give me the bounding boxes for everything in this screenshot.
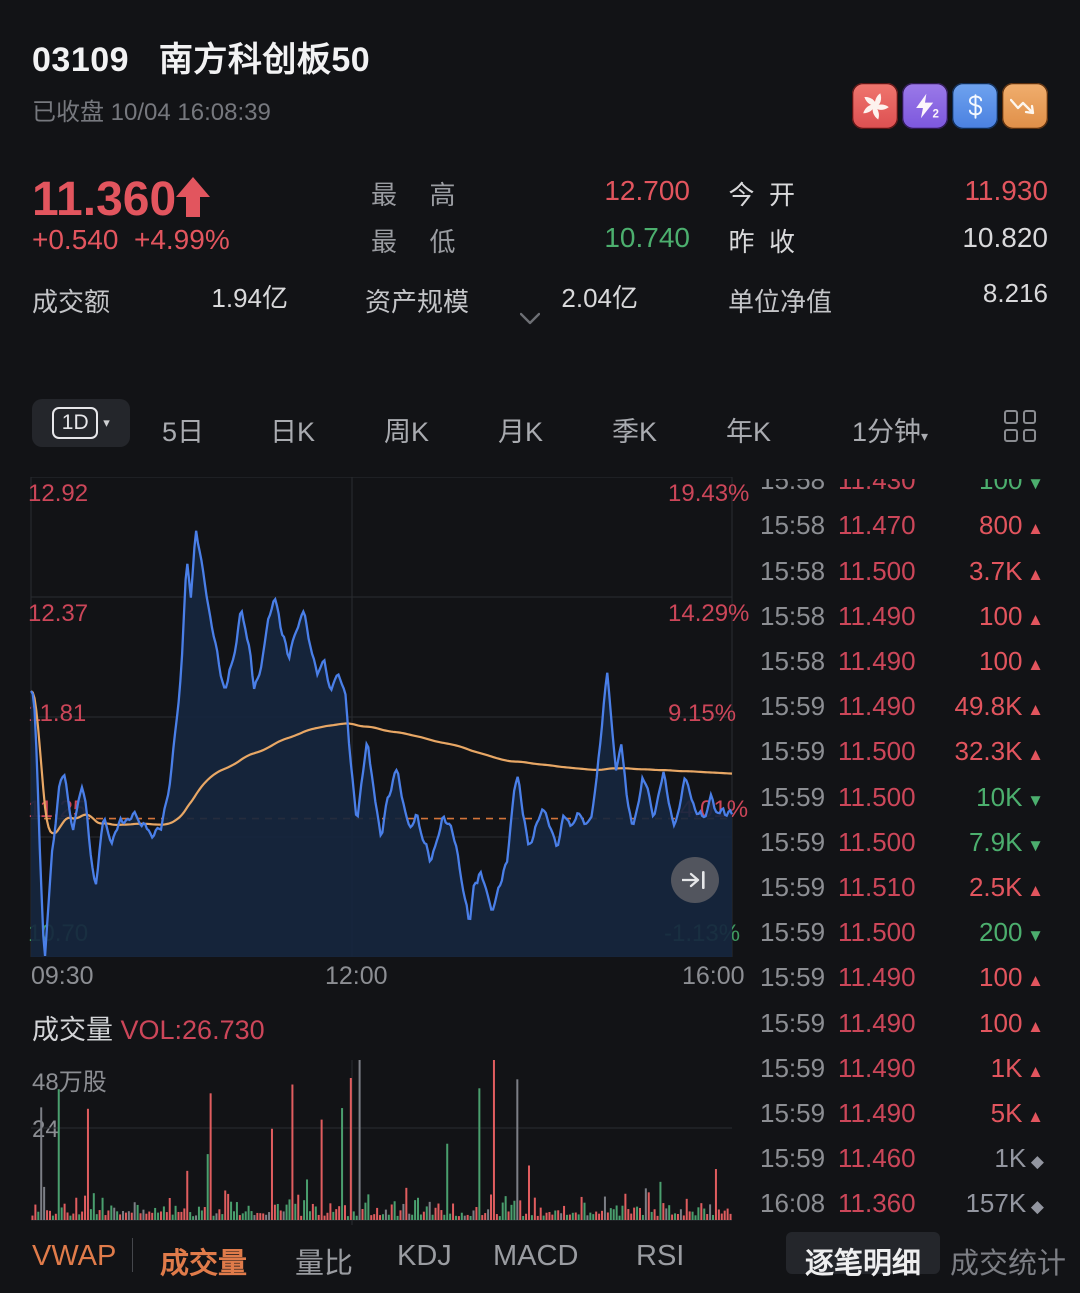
svg-text:2: 2 bbox=[933, 109, 939, 120]
